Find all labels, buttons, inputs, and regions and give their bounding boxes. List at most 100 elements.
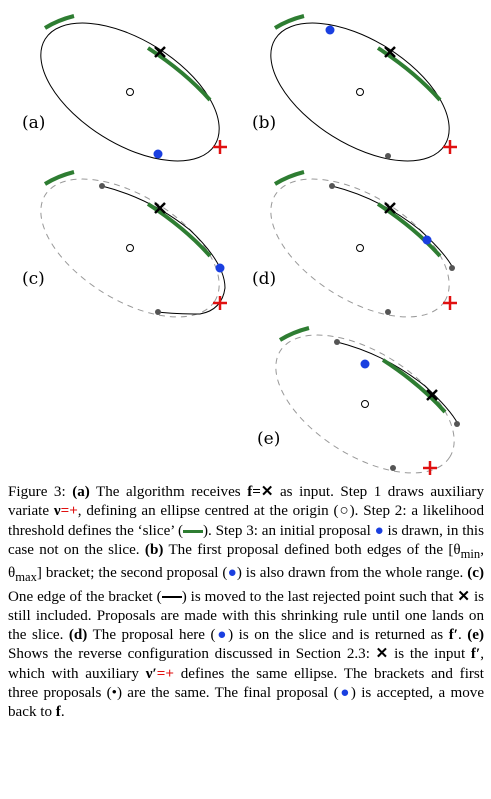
blue-dot-symbol: ● — [215, 627, 229, 644]
caption-text: ) is also drawn from the whole range. — [236, 565, 468, 582]
aux-plus — [213, 140, 227, 154]
proposal-dot — [422, 235, 432, 245]
caption-text: ). Step 3: an initial proposal — [203, 522, 375, 539]
slice-arc — [146, 202, 212, 258]
panel-b: (b) — [252, 14, 457, 162]
subscript-min: min — [460, 546, 481, 561]
rejected-dot — [155, 309, 161, 315]
rejected-dot — [334, 339, 340, 345]
caption-text: The proposal here ( — [87, 627, 216, 644]
slice-arc — [273, 14, 305, 30]
rejected-dot — [385, 309, 391, 315]
slice-arc — [43, 14, 75, 30]
aux-plus — [423, 461, 437, 475]
panel-label: (b) — [252, 113, 276, 133]
rejected-dot — [449, 265, 455, 271]
slice-arc — [146, 46, 212, 102]
step-label-b: (b) — [144, 541, 164, 558]
proposal-dot — [325, 25, 335, 35]
origin-marker — [126, 88, 134, 96]
caption-text: ) are the same. The final proposal ( — [116, 685, 339, 701]
rejected-dot — [329, 183, 335, 189]
figure-label: Figure 3: — [8, 484, 66, 500]
panel-c: (c) — [22, 170, 227, 318]
f-prime-symbol: f′ — [448, 627, 458, 644]
rejected-dot — [385, 153, 391, 159]
origin-marker — [361, 400, 369, 408]
aux-plus — [443, 140, 457, 154]
blue-dot-symbol: ● — [374, 522, 384, 539]
origin-marker — [356, 244, 364, 252]
f-symbol: f — [247, 484, 253, 500]
panel-label: (a) — [22, 113, 45, 133]
bracket-arc — [331, 185, 454, 269]
panel-label: (e) — [257, 429, 280, 449]
slice-arc — [278, 326, 310, 342]
proposal-dot — [153, 149, 163, 159]
nu-prime-symbol: ν′ — [145, 665, 157, 682]
slice-legend-line — [183, 529, 203, 533]
step-label-e: (e) — [467, 627, 485, 644]
cross-symbol: ✕ — [375, 646, 389, 663]
caption-text: is still included. Proposals are made wi… — [8, 588, 485, 644]
panel-e: (e) — [257, 326, 460, 475]
nu-symbol: ν — [53, 503, 61, 520]
rejected-dot — [390, 465, 396, 471]
plus-symbol: =+ — [156, 665, 174, 682]
slice-arc — [376, 46, 442, 102]
proposal-dot — [360, 359, 370, 369]
caption-text: One edge of the bracket ( — [8, 588, 162, 605]
rejected-dot — [99, 183, 105, 189]
caption-text: Shows the reverse configuration discusse… — [8, 646, 376, 663]
aux-plus — [443, 296, 457, 310]
caption-text: The first proposal defined both edges of… — [163, 541, 461, 558]
rejected-dot — [454, 421, 460, 427]
f-prime-symbol: f′ — [470, 646, 481, 663]
step-label-c: (c) — [467, 565, 485, 582]
caption-text: , θ — [8, 541, 484, 582]
f-symbol: f — [55, 704, 61, 721]
aux-plus — [213, 296, 227, 310]
step-label-a: (a) — [72, 484, 90, 500]
panel-a: (a) — [22, 14, 227, 162]
panel-label: (c) — [22, 269, 45, 289]
current-state-cross — [154, 46, 166, 58]
origin-marker — [126, 244, 134, 252]
panel-label: (d) — [252, 269, 276, 289]
blue-dot-symbol: ● — [338, 685, 351, 701]
origin-marker — [356, 88, 364, 96]
caption-text: ) is on the slice and is returned as — [228, 627, 449, 644]
bracket-legend-line — [161, 596, 182, 599]
caption-text: . — [60, 704, 65, 721]
bracket-arc — [336, 341, 459, 425]
cross-symbol: =✕ — [252, 484, 274, 500]
caption-text: is drawn, in this case not on the slice. — [8, 522, 484, 558]
caption-text: ] bracket; the second proposal ( — [36, 565, 228, 582]
grey-dot-symbol: • — [111, 685, 117, 701]
panel-d: (d) — [252, 170, 457, 318]
subscript-max: max — [15, 570, 37, 585]
slice-arc — [43, 170, 75, 186]
proposal-dot — [215, 263, 225, 273]
caption-text: is the input — [388, 646, 471, 663]
ellipse-dashed — [275, 334, 455, 474]
current-state-cross — [384, 46, 396, 58]
caption-text: as input. Step 1 draws auxiliary variate — [8, 484, 485, 520]
step-label-d: (d) — [68, 627, 88, 644]
caption-text: defines the same ellipse. The brackets a… — [8, 665, 484, 701]
caption-text: ) is accepted, a move back to — [8, 685, 485, 721]
caption-text: , defining an ellipse centred at the ori… — [8, 503, 484, 539]
caption-text: . — [457, 627, 468, 644]
caption-text: , which with auxiliary — [8, 646, 484, 682]
current-state-cross — [154, 202, 166, 214]
slice-arc — [381, 358, 447, 414]
caption-text: ) is moved to the last rejected point su… — [181, 588, 458, 605]
blue-dot-symbol: ● — [227, 565, 237, 582]
figure-caption: Figure 3: (a) The algorithm receives f=✕… — [8, 483, 484, 723]
slice-arc — [273, 170, 305, 186]
figure-3-illustration: (a) (b) — [22, 14, 460, 475]
plus-symbol: =+ — [60, 503, 78, 520]
current-state-cross — [384, 202, 396, 214]
cross-symbol: ✕ — [457, 588, 471, 605]
current-state-cross — [426, 389, 438, 401]
